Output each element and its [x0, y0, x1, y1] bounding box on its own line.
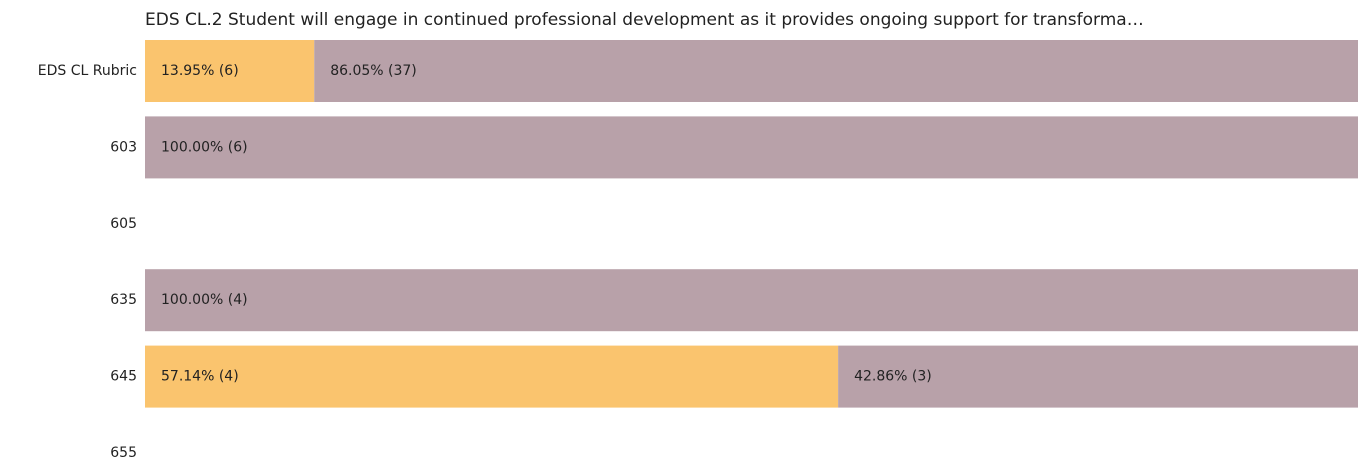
- y-tick-label: 605: [110, 216, 137, 232]
- data-label: 42.86% (3): [854, 369, 932, 385]
- bar-segment: [838, 345, 1358, 408]
- bar-segment: [145, 40, 315, 102]
- bar-segment: [145, 116, 1358, 179]
- y-tick-label: 655: [110, 445, 137, 461]
- bar-segment: [145, 345, 839, 408]
- chart-title: EDS CL.2 Student will engage in continue…: [145, 10, 1144, 30]
- y-tick-label: 635: [110, 292, 137, 308]
- data-label: 86.05% (37): [330, 63, 417, 79]
- y-tick-label: 645: [110, 369, 137, 385]
- bar-segment: [145, 269, 1358, 332]
- data-label: 57.14% (4): [161, 369, 239, 385]
- data-label: 100.00% (4): [161, 292, 248, 308]
- y-tick-label: 603: [110, 139, 137, 155]
- bar-segment: [314, 40, 1358, 102]
- y-tick-label: EDS CL Rubric: [38, 63, 137, 79]
- data-label: 100.00% (6): [161, 139, 248, 155]
- data-label: 13.95% (6): [161, 63, 239, 79]
